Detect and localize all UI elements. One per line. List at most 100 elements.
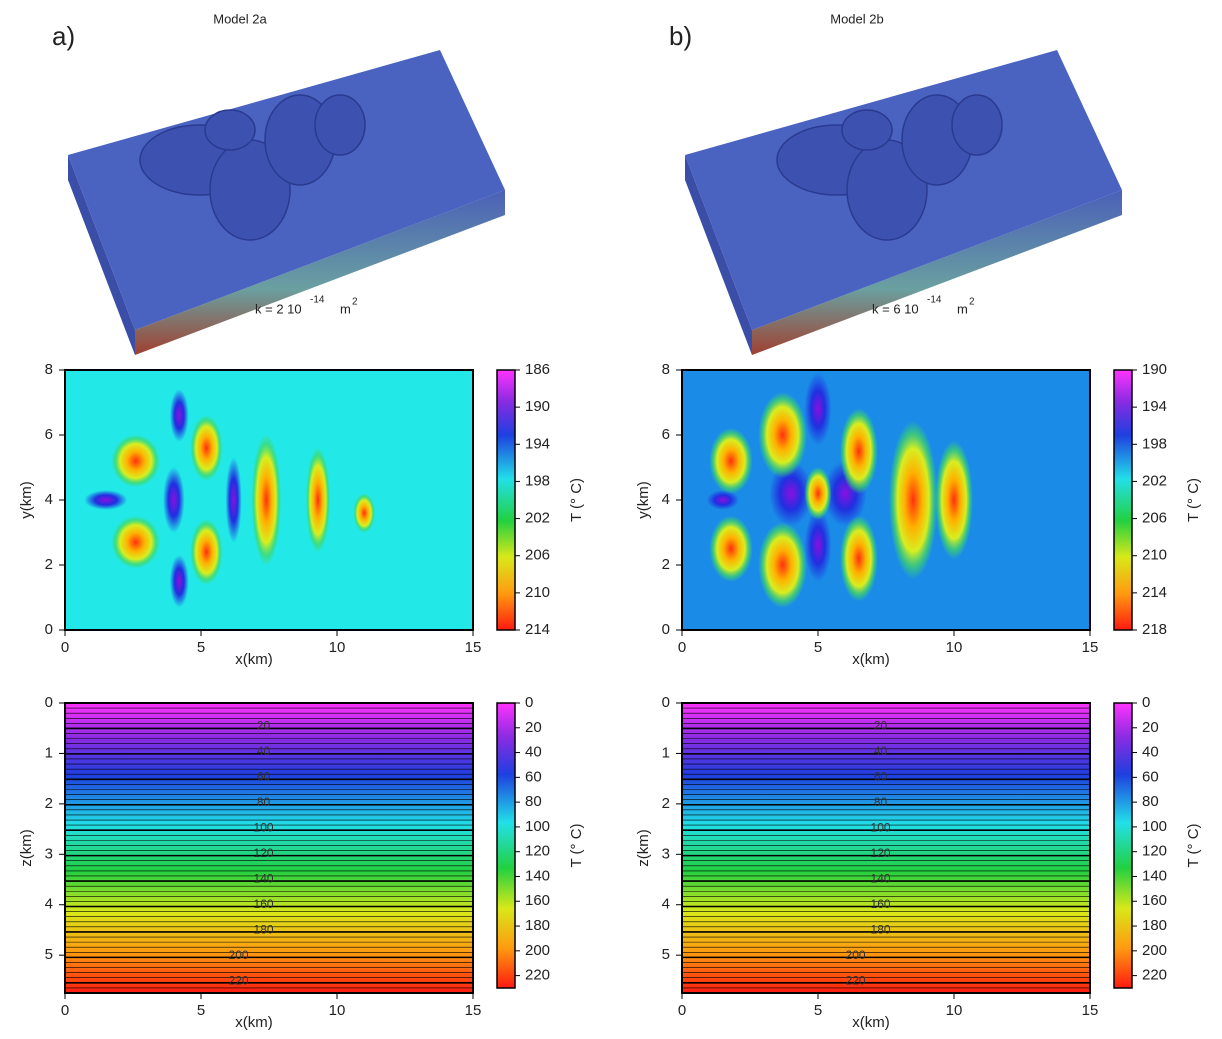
hot-spot [190,519,223,585]
colorbar-tick-label: 20 [525,719,542,736]
colorbar-tick-label: 206 [525,547,550,564]
colorbar [1113,702,1133,989]
field [65,370,473,630]
colorbar-tick-label: 200 [525,942,550,959]
colorbar-tick-label: 190 [525,398,550,415]
contour-label: 100 [871,820,891,834]
colorbar-label: T (° C) [1185,478,1202,522]
y-axis-label: y(km) [635,481,652,519]
y-tick-label: 0 [45,621,53,638]
colorbar-tick-label: 194 [1142,398,1167,415]
colorbar-tick-label: 200 [1142,942,1167,959]
hot-spot [709,428,753,494]
cold-spot [225,457,242,543]
colorbar-tick-label: 160 [1142,892,1167,909]
y-tick-label: 4 [45,491,53,508]
plot-frame [64,702,474,994]
colorbar-tick-label: 120 [1142,843,1167,860]
y-tick-label: 8 [45,361,53,378]
colorbar-tick-label: 180 [525,917,550,934]
block-front [752,190,1122,355]
relief [841,109,893,151]
cold-spot [169,389,189,442]
y-tick-label: 2 [662,795,670,812]
contour-label: 80 [257,795,271,809]
relief [204,109,256,151]
relief [951,94,1003,156]
x-axis-label: x(km) [852,651,890,668]
contour-label: 120 [254,846,274,860]
hot-spot [888,420,938,580]
k-label: k = 6 10 [872,301,919,316]
contour-label: 180 [254,923,274,937]
y-tick-label: 1 [45,744,53,761]
y-tick-label: 6 [662,426,670,443]
k-unit-exponent: 2 [352,297,358,308]
colorbar-tick-label: 80 [1142,793,1159,810]
contour-label: 40 [874,744,888,758]
x-tick-label: 0 [678,1002,686,1019]
contour-label: 20 [257,718,271,732]
colorbar-tick-label: 198 [525,472,550,489]
hot-spot [305,447,331,553]
y-tick-label: 5 [662,946,670,963]
y-tick-label: 0 [45,694,53,711]
colorbar-tick-label: 160 [525,892,550,909]
panel-title: Model 2a [213,11,267,26]
contour-label: 200 [846,948,866,962]
colorbar-tick-label: 214 [1142,584,1167,601]
block-side [685,155,752,355]
k-exponent: -14 [927,295,942,306]
k-exponent: -14 [310,295,325,306]
cold-spot [804,372,832,446]
colorbar-tick-label: 140 [525,867,550,884]
contour-label: 40 [257,744,271,758]
colorbar-tick-label: 60 [525,768,542,785]
x-axis-label: x(km) [852,1014,890,1031]
colorbar-tick-label: 140 [1142,867,1167,884]
y-tick-label: 6 [45,426,53,443]
contour-label: 100 [254,820,274,834]
colorbar-label: T (° C) [1185,823,1202,867]
panel-title: Model 2b [830,11,883,26]
colorbar-tick-label: 80 [525,793,542,810]
colorbar-tick-label: 60 [1142,768,1159,785]
colorbar-label: T (° C) [568,478,585,522]
x-tick-label: 15 [1082,639,1099,656]
field [682,370,1090,630]
contour-label: 220 [229,974,249,988]
colorbar-tick-label: 180 [1142,917,1167,934]
contour-label: 20 [874,718,888,732]
x-tick-label: 15 [465,639,482,656]
k-unit: m [340,301,351,316]
x-tick-label: 10 [329,639,346,656]
contour-label: 140 [254,871,274,885]
field: 20 40 60 80 100 120 140 160 180 200 220 [65,703,473,993]
contour-label: 180 [871,923,891,937]
y-tick-label: 2 [45,556,53,573]
contour-label: 60 [874,769,888,783]
y-axis-label: y(km) [18,481,35,519]
contour-label: 80 [874,795,888,809]
contour-label: 140 [871,871,891,885]
contour-label: 160 [871,897,891,911]
field-bg [65,703,473,993]
colorbar-tick-label: 202 [525,510,550,527]
y-tick-label: 0 [662,621,670,638]
contour-label: 60 [257,769,271,783]
colorbar-tick-label: 100 [1142,818,1167,835]
hot-spot [758,522,807,608]
x-tick-label: 10 [946,639,963,656]
x-tick-label: 15 [1082,1002,1099,1019]
panel-label: a) [52,21,75,51]
colorbar-tick-label: 198 [1142,435,1167,452]
cold-spot [169,554,189,608]
k-unit-exponent: 2 [969,297,975,308]
colorbar-tick-label: 100 [525,818,550,835]
hot-spot [190,415,223,481]
y-tick-label: 8 [662,361,670,378]
colorbar-tick-label: 194 [525,435,550,452]
